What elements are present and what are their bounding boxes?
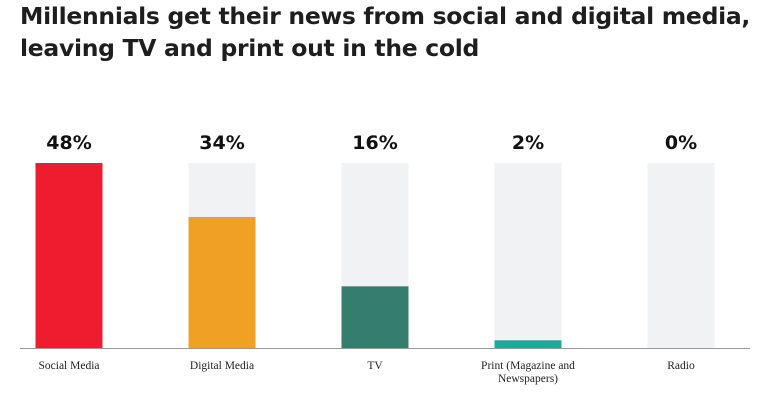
value-label-3: 2% <box>512 132 544 154</box>
category-label-4: Radio <box>667 360 695 372</box>
chart-title-line-1: Millennials get their news from social a… <box>20 2 751 30</box>
bar-0 <box>35 163 103 348</box>
category-label-3: Print (Magazine and Newspapers) <box>481 360 575 385</box>
category-label-2: TV <box>367 360 383 372</box>
value-label-1: 34% <box>199 132 244 154</box>
category-label-0: Social Media <box>39 360 100 372</box>
chart-title: Millennials get their news from social a… <box>20 0 770 64</box>
bar-1 <box>188 216 256 348</box>
category-label-1: Digital Media <box>190 360 254 372</box>
value-label-2: 16% <box>352 132 397 154</box>
chart-title-line-2: leaving TV and print out in the cold <box>20 34 480 62</box>
bar-track-4 <box>647 163 715 348</box>
bar-3 <box>494 340 562 348</box>
value-label-4: 0% <box>665 132 697 154</box>
value-label-0: 48% <box>46 132 91 154</box>
bar-track-3 <box>494 163 562 348</box>
bar-2 <box>341 286 409 348</box>
